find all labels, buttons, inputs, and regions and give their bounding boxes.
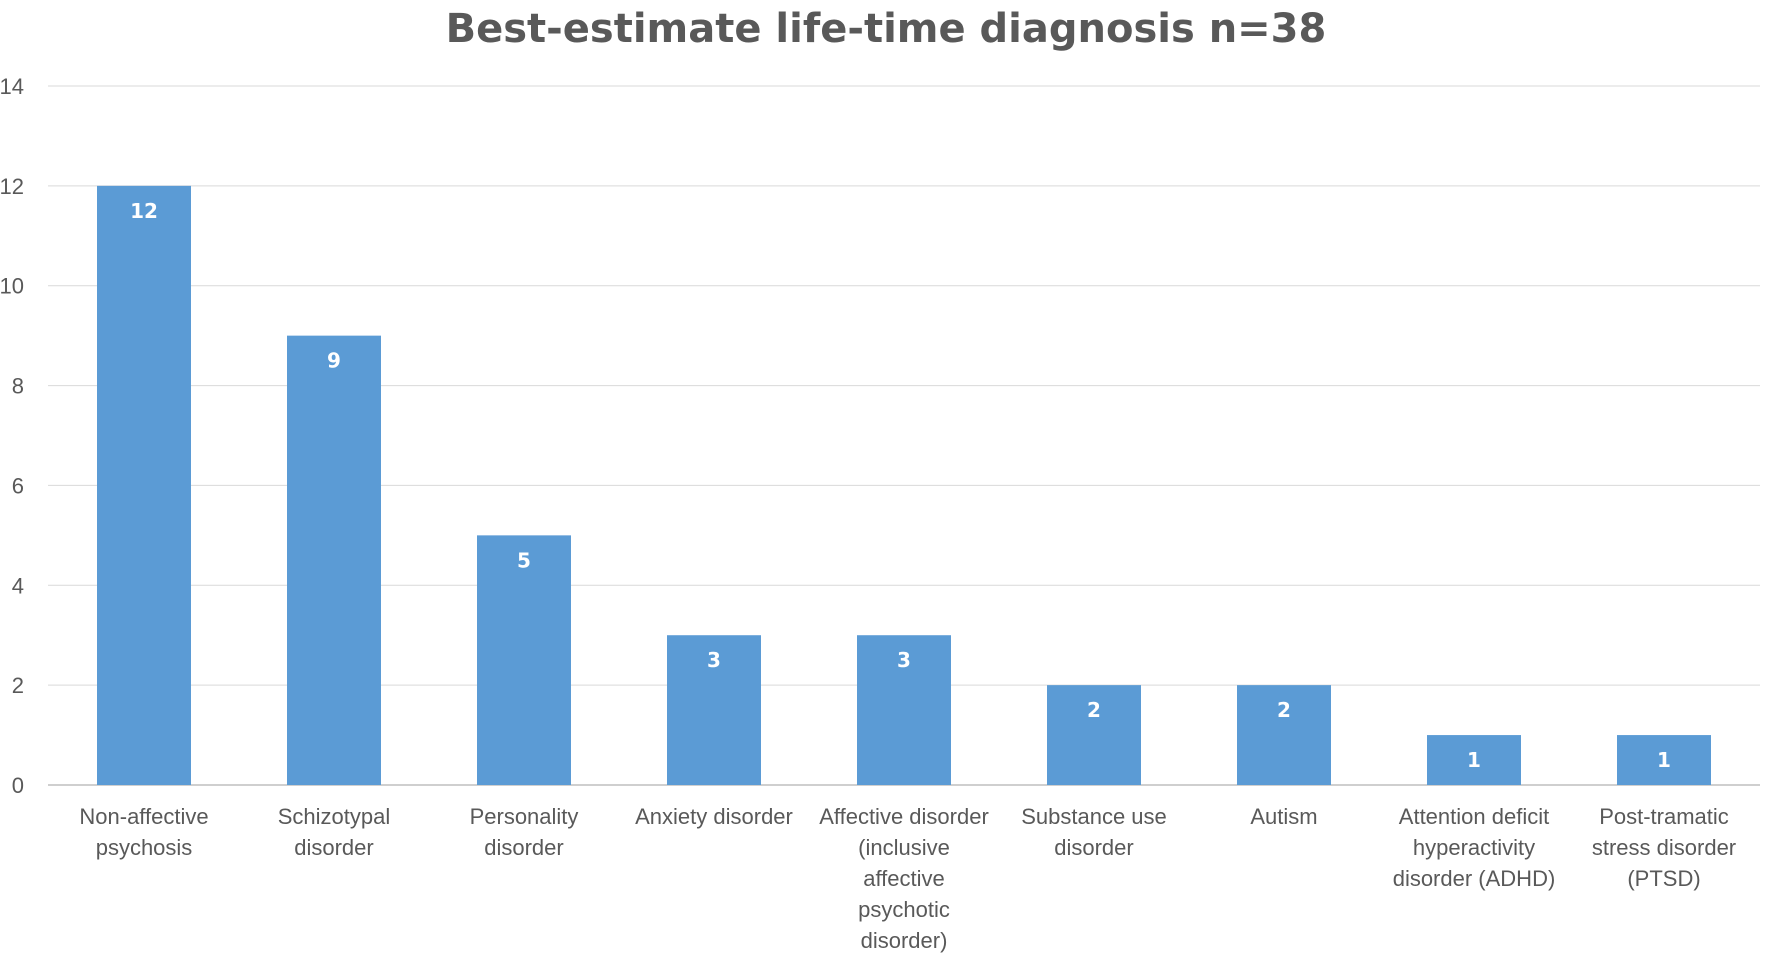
category-label-line: Schizotypal (278, 804, 391, 829)
category-label-line: disorder (484, 835, 563, 860)
y-tick-label: 4 (12, 573, 24, 598)
category-label-line: Affective disorder (819, 804, 989, 829)
category-label-line: (inclusive (858, 835, 950, 860)
category-label: Anxiety disorder (635, 804, 793, 829)
category-label-line: Post-tramatic (1599, 804, 1729, 829)
category-label-line: Personality (470, 804, 579, 829)
category-label-line: psychosis (96, 835, 193, 860)
y-tick-label: 6 (12, 473, 24, 498)
category-label-line: disorder (1054, 835, 1133, 860)
category-label: Post-tramatic stress disorder (PTSD) (1592, 804, 1736, 891)
category-label: Non-affective psychosis (79, 804, 208, 860)
y-axis-ticks: 0 2 4 6 8 10 12 14 (0, 74, 24, 798)
bar (1617, 735, 1711, 785)
y-tick-label: 2 (12, 673, 24, 698)
category-label-line: disorder (294, 835, 373, 860)
category-label-line: psychotic (858, 897, 950, 922)
category-label-line: stress disorder (1592, 835, 1736, 860)
bar (1237, 685, 1331, 785)
category-label: Autism (1250, 804, 1317, 829)
y-tick-label: 8 (12, 374, 24, 399)
category-label: Affective disorder (inclusive affective psy… (819, 804, 989, 953)
category-label-line: (PTSD) (1627, 866, 1700, 891)
category-label-line: hyperactivity (1413, 835, 1535, 860)
category-label-line: Non-affective (79, 804, 208, 829)
data-label: 1 (1467, 748, 1481, 772)
y-tick-label: 14 (0, 74, 24, 99)
y-tick-label: 10 (0, 274, 24, 299)
data-label: 12 (130, 199, 158, 223)
bar (287, 335, 381, 785)
data-label: 9 (327, 349, 341, 373)
category-label-line: Autism (1250, 804, 1317, 829)
data-label: 3 (707, 648, 721, 672)
data-label: 2 (1277, 698, 1291, 722)
category-label: Schizotypal disorder (278, 804, 391, 860)
data-label: 2 (1087, 698, 1101, 722)
category-label: Attention deficit hyperactivity disorder (… (1393, 804, 1556, 891)
category-label: Personality disorder (470, 804, 579, 860)
bars (97, 185, 1711, 785)
bar (97, 185, 191, 785)
data-label: 5 (517, 548, 531, 572)
bar (1047, 685, 1141, 785)
category-label: Substance use disorder (1021, 804, 1167, 860)
category-label-line: Substance use (1021, 804, 1167, 829)
chart-title: Best-estimate life-time diagnosis n=38 (445, 6, 1327, 52)
y-tick-label: 12 (0, 174, 24, 199)
category-labels: Non-affective psychosis Schizotypal disorde… (79, 804, 1736, 953)
bar (857, 635, 951, 785)
data-label: 1 (1657, 748, 1671, 772)
bar (477, 535, 571, 785)
category-label-line: affective (863, 866, 945, 891)
category-label-line: disorder (ADHD) (1393, 866, 1556, 891)
bar (667, 635, 761, 785)
category-label-line: Attention deficit (1399, 804, 1549, 829)
data-labels: 12 9 5 3 3 2 2 1 1 (130, 199, 1671, 772)
y-tick-label: 0 (12, 773, 24, 798)
category-label-line: Anxiety disorder (635, 804, 793, 829)
bar (1427, 735, 1521, 785)
data-label: 3 (897, 648, 911, 672)
category-label-line: disorder) (861, 928, 948, 953)
